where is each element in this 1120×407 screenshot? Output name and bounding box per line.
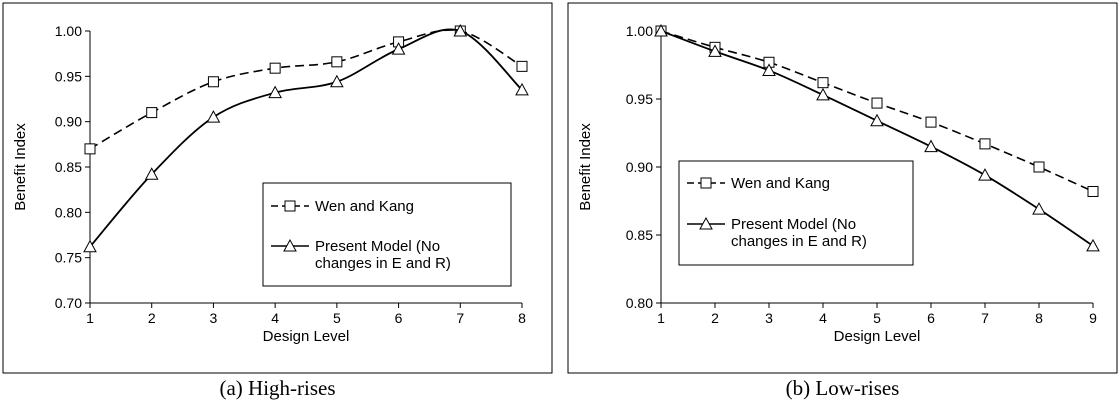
triangle-marker: [83, 239, 97, 253]
triangle-marker: [1032, 202, 1046, 215]
square-marker: [871, 97, 883, 109]
square-marker: [146, 107, 158, 119]
panel-high-rises: 0.70 0.75 0.80 0.85 0.90 0.95 1.00 1 2 3 4 5 6 7 8 Desi…: [0, 0, 555, 407]
x-tick-label: 1: [86, 310, 94, 326]
series-line: [89, 29, 523, 150]
y-tick-label: 0.90: [626, 159, 653, 175]
chart-low-rises: 0.80 0.85 0.90 0.95 1.00 1 2 3 4 5 6 7 8 9 Design Leve…: [567, 2, 1118, 374]
legend-square-marker: [284, 200, 296, 212]
series-present-model: [83, 23, 529, 253]
x-tick-label: 9: [1089, 310, 1097, 326]
triangle-marker: [268, 85, 282, 99]
triangle-marker: [654, 23, 668, 37]
triangle-marker: [515, 82, 529, 96]
legend-box: [678, 160, 914, 266]
legend-triangle-marker: [283, 238, 297, 252]
chart-frame: [2, 2, 553, 374]
x-tick-label: 7: [456, 310, 464, 326]
legend-label-present-model: Present Model (No: [315, 238, 440, 255]
x-tick-label: 7: [981, 310, 989, 326]
series-present-model: [654, 23, 1100, 252]
y-axis-title: Benefit Index: [12, 123, 29, 211]
triangle-marker: [1086, 238, 1100, 252]
triangle-marker: [924, 139, 938, 153]
x-tick-label: 5: [333, 310, 341, 326]
y-tick-label: 0.70: [55, 295, 82, 311]
x-tick-label: 1: [657, 310, 665, 326]
x-tick-label: 6: [927, 310, 935, 326]
legend-triangle-marker: [699, 216, 713, 230]
legend-box: [262, 182, 512, 287]
panel-low-rises: 0.80 0.85 0.90 0.95 1.00 1 2 3 4 5 6 7 8 9 Design Leve…: [565, 0, 1120, 407]
square-marker: [1087, 185, 1099, 197]
triangle-marker: [708, 44, 722, 57]
y-tick-label: 0.90: [55, 114, 82, 130]
square-marker: [269, 62, 281, 74]
legend-label-wen-and-kang: Wen and Kang: [315, 198, 414, 215]
y-tick-label: 0.95: [626, 91, 653, 107]
legend-label-present-model: Present Model (No: [731, 216, 856, 233]
triangle-marker: [816, 87, 830, 101]
x-tick-label: 3: [765, 310, 773, 326]
x-tick-label: 5: [873, 310, 881, 326]
x-tick-label: 3: [210, 310, 218, 326]
square-marker: [516, 60, 528, 72]
y-tick-label: 0.80: [55, 204, 82, 220]
x-tick-label: 4: [819, 310, 827, 326]
triangle-marker: [391, 42, 406, 55]
square-marker: [979, 138, 991, 150]
triangle-marker: [330, 74, 344, 88]
x-axis-title: Design Level: [263, 328, 350, 345]
square-marker: [925, 116, 937, 128]
square-marker: [84, 143, 96, 155]
triangle-marker: [453, 23, 468, 37]
triangle-marker: [978, 168, 992, 181]
legend-label-present-model: changes in E and R): [731, 233, 867, 250]
y-tick-label: 0.80: [626, 295, 653, 311]
x-tick-label: 8: [518, 310, 526, 326]
y-tick-label: 1.00: [55, 23, 82, 39]
caption-low-rises: (b) Low-rises: [785, 376, 900, 400]
x-axis-title: Design Level: [834, 328, 921, 345]
triangle-marker: [206, 110, 221, 123]
square-marker: [207, 76, 219, 88]
triangle-marker: [762, 63, 776, 76]
y-tick-label: 0.95: [55, 68, 82, 84]
caption-high-rises: (a) High-rises: [219, 376, 336, 400]
square-marker: [817, 77, 829, 89]
x-tick-label: 8: [1035, 310, 1043, 326]
y-tick-label: 0.85: [55, 159, 82, 175]
x-tick-label: 2: [148, 310, 156, 326]
square-marker: [1033, 161, 1045, 173]
y-tick-label: 0.85: [626, 227, 653, 243]
triangle-marker: [870, 113, 884, 127]
y-tick-label: 0.75: [55, 250, 82, 266]
legend-square-marker: [700, 177, 712, 189]
y-axis-title: Benefit Index: [577, 123, 594, 211]
series-wen-and-kang: [84, 25, 528, 155]
y-tick-label: 1.00: [626, 23, 653, 39]
x-tick-label: 4: [271, 310, 279, 326]
chart-frame: [567, 2, 1118, 374]
legend-label-present-model: changes in E and R): [315, 255, 451, 272]
square-marker: [331, 56, 343, 68]
x-tick-label: 6: [395, 310, 403, 326]
triangle-marker: [144, 167, 159, 180]
x-tick-label: 2: [711, 310, 719, 326]
chart-high-rises: 0.70 0.75 0.80 0.85 0.90 0.95 1.00 1 2 3 4 5 6 7 8 Desi…: [2, 2, 553, 374]
legend-label-wen-and-kang: Wen and Kang: [731, 175, 830, 192]
